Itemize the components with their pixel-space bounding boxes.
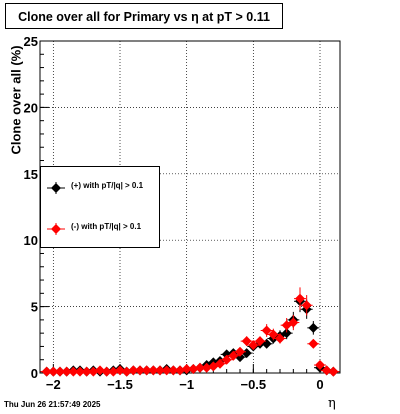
legend-marker-plus [47, 182, 65, 194]
y-axis-label: Clone over all (%) [8, 45, 24, 155]
series-0-point [281, 328, 292, 339]
y-tick-label-5: 25 [24, 34, 38, 49]
series-1-point [261, 325, 272, 336]
series-1-point [175, 365, 185, 376]
series-1-point [295, 293, 305, 304]
y-tick-label-2: 10 [24, 233, 38, 248]
series-1-point [88, 366, 99, 377]
series-1-point [141, 365, 152, 376]
series-1-point [321, 365, 332, 376]
series-1-point [235, 346, 245, 357]
series-1-point [288, 317, 299, 328]
x-tick-label-0: −2 [46, 377, 61, 392]
series-1-point [221, 354, 232, 365]
chart-title: Clone over all for Primary vs η at pT > … [5, 3, 283, 29]
series-1-point [81, 366, 92, 377]
series-1-point [328, 366, 339, 377]
legend-label-plus: (+) with pT/|q| > 0.1 [71, 181, 144, 190]
series-1-point [268, 329, 279, 340]
series-1-point [315, 360, 325, 371]
series-1-point [95, 365, 105, 376]
series-0-point [241, 348, 252, 359]
series-1-point [255, 336, 265, 347]
x-tick-label-1: −1.5 [107, 377, 133, 392]
series-1-point [228, 350, 239, 361]
series-1-point [108, 366, 119, 377]
series-1-point [155, 365, 165, 376]
series-1-point [195, 362, 205, 373]
series-1-point [188, 364, 199, 375]
series-1-point [61, 366, 72, 377]
series-1-point [101, 366, 112, 377]
series-1-point [55, 366, 65, 377]
series-1-point [275, 333, 285, 344]
series-1-point [301, 300, 312, 311]
series-1-point [148, 365, 159, 376]
legend-entry-plus: (+) with pT/|q| > 0.1 [41, 178, 159, 198]
y-tick-label-0: 0 [31, 366, 38, 381]
series-1-point [248, 340, 259, 351]
legend-entry-minus: (-) with pT/|q| > 0.1 [41, 219, 159, 239]
series-1-point [215, 358, 225, 369]
series-1-point [115, 365, 125, 376]
y-tick-label-4: 20 [24, 100, 38, 115]
series-1-point [168, 365, 179, 376]
series-1-point [161, 365, 172, 376]
series-0-point [235, 352, 245, 363]
x-tick-label-3: −0.5 [240, 377, 266, 392]
legend-label-minus: (-) with pT/|q| > 0.1 [71, 222, 142, 231]
series-1-point [121, 366, 132, 377]
series-1-point [68, 366, 79, 377]
series-1-point [75, 366, 85, 377]
y-tick-label-1: 5 [31, 300, 38, 315]
x-tick-label-2: −1 [179, 377, 194, 392]
legend: (+) with pT/|q| > 0.1 (-) with pT/|q| > … [40, 166, 160, 248]
x-tick-label-4: 0 [316, 377, 323, 392]
series-1-point [135, 365, 145, 376]
x-axis-label: η [328, 396, 336, 411]
series-0-point [308, 322, 319, 333]
legend-marker-minus [47, 223, 65, 235]
series-1-point [41, 366, 52, 377]
series-1-point [308, 338, 319, 349]
y-tick-label-3: 15 [24, 167, 38, 182]
date-stamp: Thu Jun 26 21:57:49 2025 [4, 400, 101, 409]
series-1-point [241, 336, 252, 347]
series-0-point [221, 349, 232, 360]
series-1-point [201, 362, 212, 373]
series-1-point [181, 364, 192, 375]
series-1-point [48, 366, 59, 377]
series-1-point [128, 365, 139, 376]
